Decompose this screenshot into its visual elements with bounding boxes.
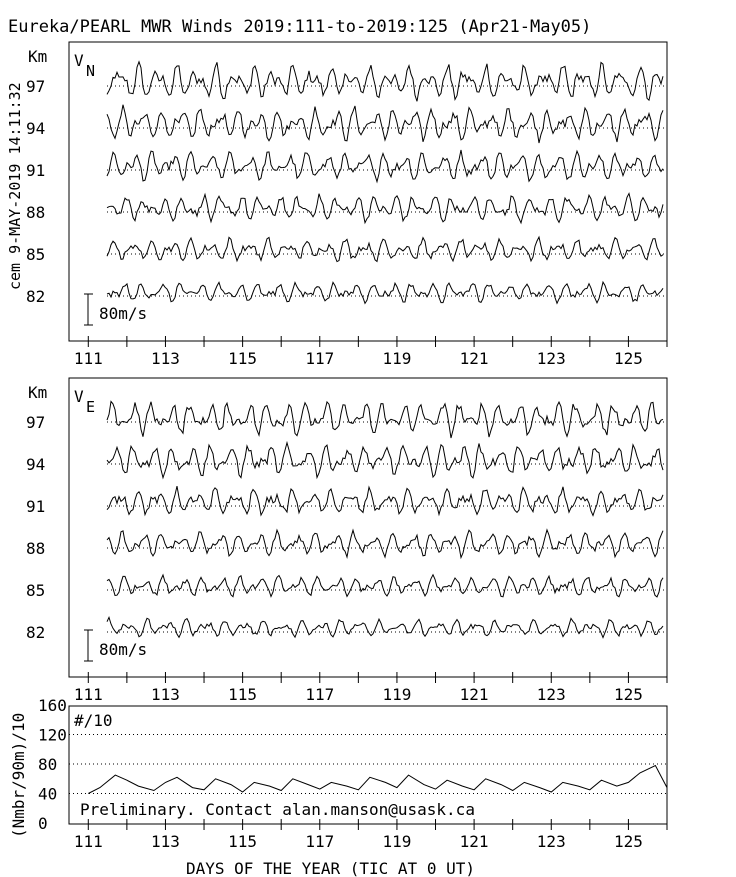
component-label: V xyxy=(74,387,84,406)
y-tick-label: 80 xyxy=(38,755,57,774)
x-tick-label: 125 xyxy=(614,832,643,851)
x-tick-label: 125 xyxy=(614,349,643,368)
x-tick-label: 111 xyxy=(74,349,103,368)
unit-label: Km xyxy=(28,47,47,66)
side-timestamp-label: cem 9-MAY-2019 14:11:32 xyxy=(6,82,24,290)
x-tick-label: 121 xyxy=(460,349,489,368)
plot-frame xyxy=(68,705,668,825)
y-axis-label: (Nmbr/90m)/10 xyxy=(9,713,28,838)
x-tick-label: 113 xyxy=(151,349,180,368)
wind-trace-88km xyxy=(106,192,664,225)
north-wind-panel: 97 94 91 88 85 82 Km VN 80m/s 111 113 115 117 119 121 1… xyxy=(26,41,668,368)
wind-trace-97km xyxy=(106,60,664,102)
wind-trace-82km xyxy=(106,616,664,639)
x-tick-label: 121 xyxy=(460,832,489,851)
y-tick-label: 85 xyxy=(26,581,45,600)
wind-trace-97km xyxy=(106,400,664,439)
x-tick-label: 111 xyxy=(74,685,103,704)
y-tick-label: 88 xyxy=(26,539,45,558)
chart-title: Eureka/PEARL MWR Winds 2019:111-to-2019:… xyxy=(8,17,591,37)
scale-bar-label: 80m/s xyxy=(99,304,147,323)
component-subscript: N xyxy=(86,62,95,80)
preliminary-note: Preliminary. Contact alan.manson@usask.c… xyxy=(80,800,475,819)
x-tick-label: 123 xyxy=(537,349,566,368)
x-tick-label: 115 xyxy=(228,685,257,704)
wind-trace-94km xyxy=(106,104,664,144)
y-tick-label: 88 xyxy=(26,203,45,222)
y-tick-label: 91 xyxy=(26,161,45,180)
count-panel: 160 120 80 40 0 (Nmbr/90m)/10 #/10 Preliminary.… xyxy=(9,696,668,851)
y-tick-label: 97 xyxy=(26,77,45,96)
y-tick-label: 94 xyxy=(26,455,45,474)
x-tick-label: 117 xyxy=(305,685,334,704)
x-tick-label: 125 xyxy=(614,685,643,704)
y-tick-label: 160 xyxy=(38,696,67,715)
wind-trace-88km xyxy=(106,528,664,560)
x-tick-label: 113 xyxy=(151,685,180,704)
plot-frame xyxy=(68,377,668,678)
x-tick-label: 119 xyxy=(382,832,411,851)
x-tick-label: 119 xyxy=(382,685,411,704)
y-tick-label: 85 xyxy=(26,245,45,264)
wind-trace-85km xyxy=(106,235,664,263)
east-wind-panel: 97 94 91 88 85 82 Km VE 80m/s 111 113 115 117 119 121 1… xyxy=(26,377,668,704)
wind-trace-91km xyxy=(106,149,664,184)
y-tick-label: 82 xyxy=(26,287,45,306)
wind-trace-82km xyxy=(106,280,664,305)
y-tick-label: 82 xyxy=(26,623,45,642)
y-tick-label: 97 xyxy=(26,413,45,432)
count-trace xyxy=(88,764,668,794)
scale-bar-label: 80m/s xyxy=(99,640,147,659)
x-tick-label: 117 xyxy=(305,832,334,851)
x-tick-label: 111 xyxy=(74,832,103,851)
x-tick-label: 121 xyxy=(460,685,489,704)
y-tick-label: 120 xyxy=(38,726,67,745)
x-tick-label: 123 xyxy=(537,832,566,851)
unit-label: Km xyxy=(28,383,47,402)
x-tick-label: 119 xyxy=(382,349,411,368)
x-tick-label: 115 xyxy=(228,832,257,851)
y-tick-label: 91 xyxy=(26,497,45,516)
x-tick-label: 123 xyxy=(537,685,566,704)
y-tick-label: 94 xyxy=(26,119,45,138)
y-tick-label: 40 xyxy=(38,785,57,804)
y-tick-label: 0 xyxy=(38,814,48,833)
component-subscript: E xyxy=(86,398,95,416)
component-label: V xyxy=(74,51,84,70)
x-axis-label: DAYS OF THE YEAR (TIC AT 0 UT) xyxy=(186,859,475,877)
wind-trace-85km xyxy=(106,573,664,598)
plot-frame xyxy=(68,41,668,342)
x-tick-label: 113 xyxy=(151,832,180,851)
wind-trace-94km xyxy=(106,440,664,480)
x-tick-label: 117 xyxy=(305,349,334,368)
x-tick-label: 115 xyxy=(228,349,257,368)
wind-trace-91km xyxy=(106,485,664,517)
panel-label: #/10 xyxy=(74,711,113,730)
